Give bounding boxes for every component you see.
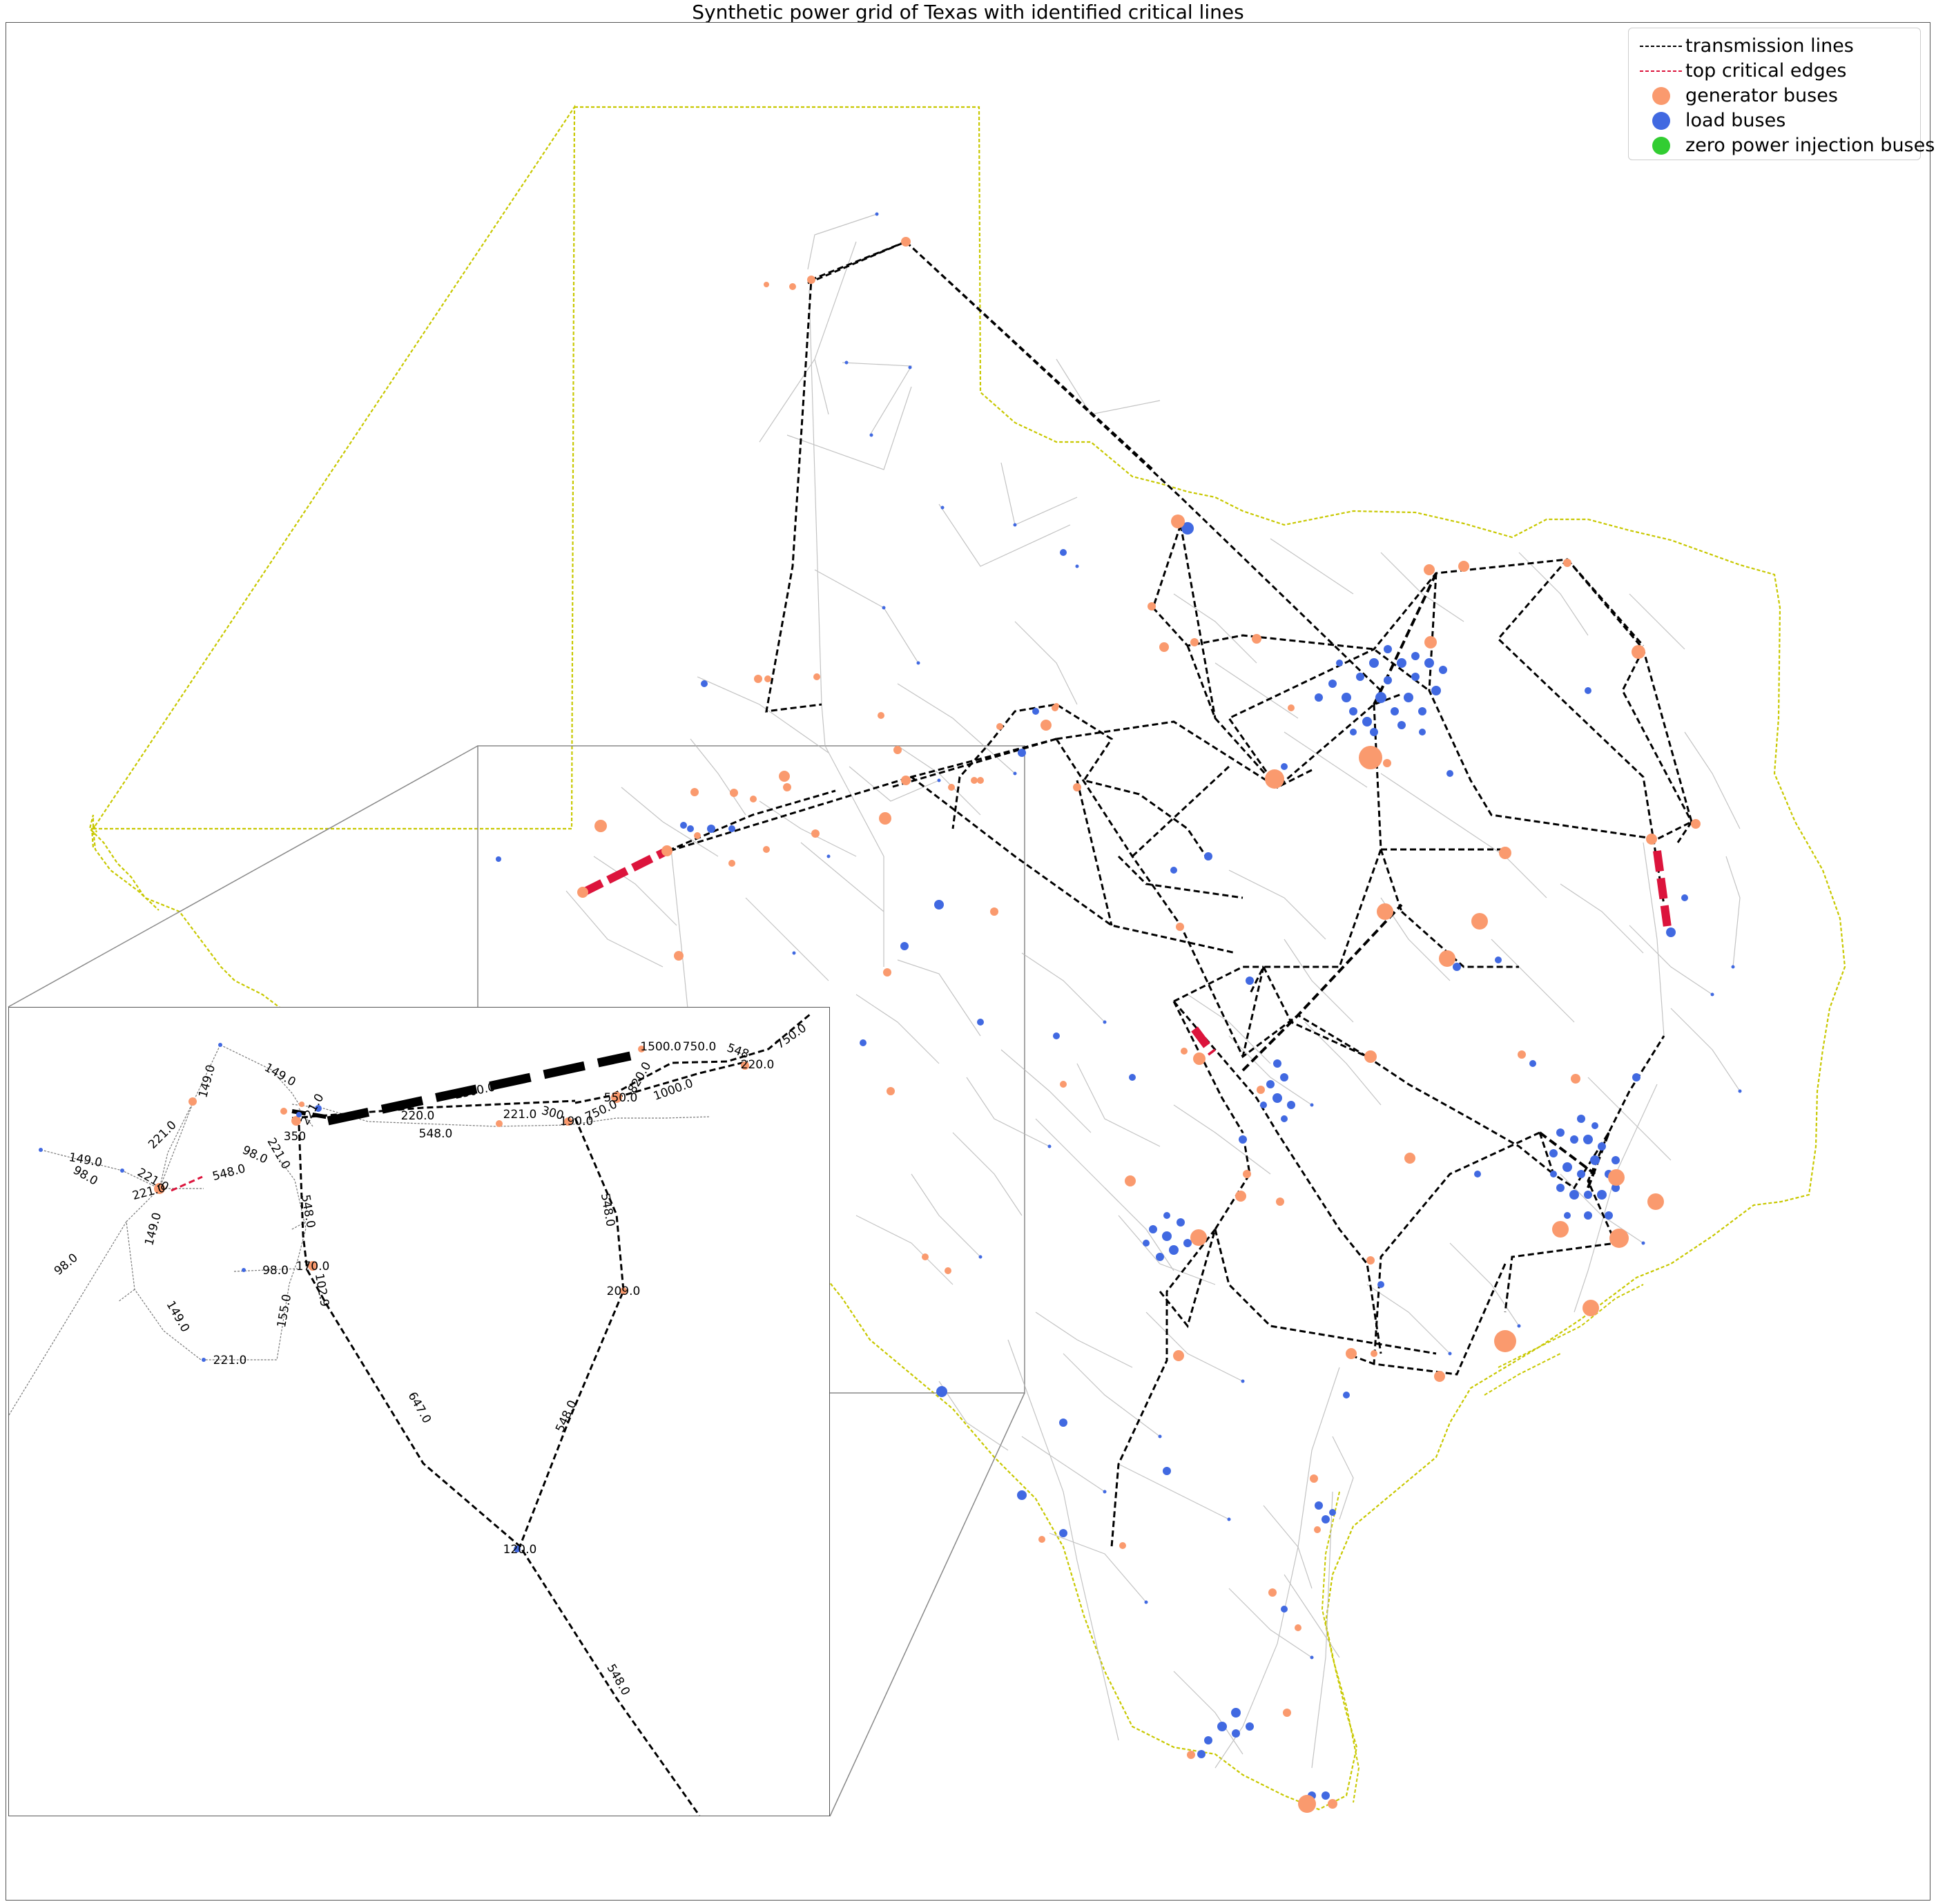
dashed-line-icon bbox=[1640, 46, 1683, 47]
edge-label: 221.0 bbox=[131, 1181, 167, 1203]
zoom-inset: 149.0 149.0 221.0 221.0 149.0 98.0 221.0… bbox=[8, 1007, 830, 1816]
edge-label: 220.0 bbox=[401, 1109, 435, 1123]
edge-label: 548.0 bbox=[419, 1127, 453, 1141]
edge-label: 1500.0 bbox=[640, 1040, 681, 1054]
generator-buses bbox=[577, 237, 1701, 1813]
legend-item-generator: generator buses bbox=[1629, 84, 1920, 108]
edge-label: 221.0 bbox=[503, 1108, 537, 1122]
map-frame bbox=[6, 22, 1930, 1901]
edge-label: 550.0 bbox=[604, 1091, 638, 1105]
load-buses bbox=[496, 522, 1688, 1800]
edge-label: 750.0 bbox=[773, 1021, 809, 1052]
edge-label: 2300.0 bbox=[454, 1080, 496, 1102]
edge-label: 155.0 bbox=[275, 1293, 294, 1328]
edge-label: 350 bbox=[284, 1130, 306, 1144]
edge-label: 220.0 bbox=[741, 1058, 775, 1072]
edge-label: 209.0 bbox=[607, 1285, 641, 1298]
critical-edges bbox=[581, 847, 1672, 1056]
edge-label: 98.0 bbox=[240, 1143, 270, 1166]
blue-dot-icon bbox=[1652, 112, 1670, 130]
edge-label: 190.0 bbox=[560, 1115, 594, 1128]
legend: transmission lines top critical edges ge… bbox=[1628, 28, 1935, 160]
edge-label: 102.9 bbox=[312, 1272, 331, 1307]
edge-label: 149.0 bbox=[142, 1211, 164, 1247]
edge-label: 820.0 bbox=[626, 1059, 655, 1095]
edge-label: 221.0 bbox=[298, 1091, 327, 1127]
edge-label: 221.0 bbox=[146, 1118, 180, 1152]
edge-label: 149.0 bbox=[262, 1061, 298, 1090]
edge-label: 98.0 bbox=[52, 1251, 81, 1278]
edge-label: 548.0 bbox=[211, 1162, 247, 1184]
edge-label: 548.0 bbox=[598, 1192, 617, 1227]
edge-label: 548.0 bbox=[604, 1662, 633, 1698]
edge-label: 149.0 bbox=[196, 1064, 218, 1099]
edge-label: 221.0 bbox=[213, 1354, 247, 1367]
edge-label: 120.0 bbox=[503, 1543, 537, 1557]
edge-label: 548.0 bbox=[553, 1398, 580, 1435]
state-border bbox=[88, 104, 1846, 1811]
minor-lines bbox=[565, 213, 1741, 1769]
edge-label: 98.0 bbox=[262, 1264, 289, 1278]
edge-label: 149.0 bbox=[164, 1298, 193, 1334]
legend-item-load: load buses bbox=[1629, 108, 1920, 133]
legend-item-critical: top critical edges bbox=[1629, 59, 1920, 84]
green-dot-icon bbox=[1652, 137, 1670, 155]
edge-label: 647.0 bbox=[405, 1389, 434, 1425]
dashed-red-line-icon bbox=[1640, 70, 1683, 72]
edge-label: 750.0 bbox=[683, 1040, 717, 1054]
chart-title: Synthetic power grid of Texas with ident… bbox=[692, 1, 1244, 23]
orange-dot-icon bbox=[1652, 87, 1670, 105]
edge-label: 149.0 bbox=[68, 1151, 103, 1170]
inset-graph: 149.0 149.0 221.0 221.0 149.0 98.0 221.0… bbox=[9, 1013, 811, 1816]
legend-item-transmission: transmission lines bbox=[1629, 34, 1920, 59]
legend-item-zero: zero power injection buses bbox=[1629, 133, 1935, 158]
edge-label: 170.0 bbox=[296, 1260, 330, 1273]
inset-edge-labels: 149.0 149.0 221.0 221.0 149.0 98.0 221.0… bbox=[52, 1021, 809, 1698]
